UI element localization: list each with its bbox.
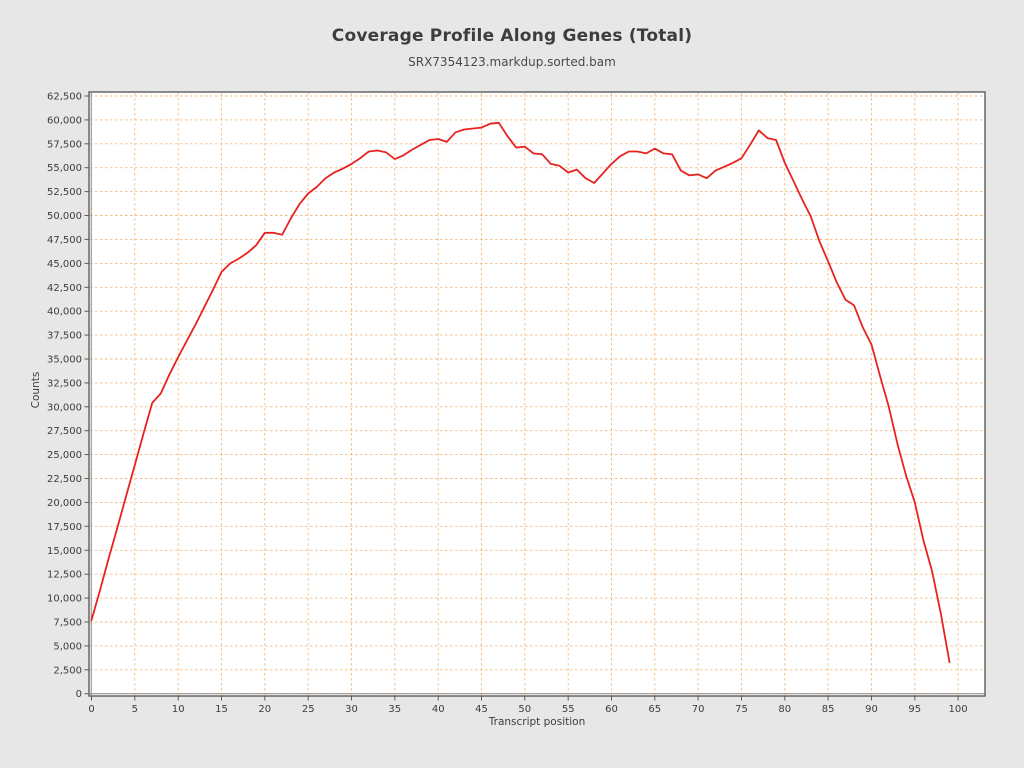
chart-subtitle: SRX7354123.markdup.sorted.bam: [408, 55, 616, 69]
x-tick-label: 80: [778, 704, 791, 715]
chart-title: Coverage Profile Along Genes (Total): [331, 26, 693, 46]
y-tick-label: 20,000: [47, 498, 82, 509]
x-tick-label: 30: [345, 704, 358, 715]
y-tick-label: 62,500: [47, 92, 82, 103]
y-tick-label: 47,500: [47, 235, 82, 246]
x-tick-label: 70: [692, 704, 705, 715]
y-tick-label: 50,000: [47, 211, 82, 222]
y-tick-label: 12,500: [47, 570, 82, 581]
y-tick-label: 5,000: [53, 641, 82, 652]
y-tick-label: 57,500: [47, 139, 82, 150]
y-tick-label: 55,000: [47, 163, 82, 174]
y-tick-label: 42,500: [47, 283, 82, 294]
y-tick-label: 2,500: [53, 665, 82, 676]
y-tick-label: 52,500: [47, 187, 82, 198]
x-tick-label: 50: [518, 704, 531, 715]
y-tick-label: 45,000: [47, 259, 82, 270]
x-tick-label: 20: [258, 704, 271, 715]
x-tick-label: 5: [132, 704, 138, 715]
y-tick-label: 10,000: [47, 594, 82, 605]
y-tick-label: 27,500: [47, 426, 82, 437]
x-tick-label: 60: [605, 704, 618, 715]
x-tick-label: 15: [215, 704, 228, 715]
plot-area: [89, 92, 985, 696]
y-axis-label: Counts: [30, 371, 42, 409]
x-axis-label: Transcript position: [488, 716, 586, 728]
x-tick-label: 100: [949, 704, 968, 715]
y-tick-label: 40,000: [47, 307, 82, 318]
x-tick-label: 40: [432, 704, 445, 715]
plot-outline: [88, 91, 986, 697]
x-tick-label: 65: [648, 704, 661, 715]
y-tick-label: 30,000: [47, 402, 82, 413]
y-tick-label: 0: [76, 689, 82, 700]
x-tick-label: 25: [302, 704, 315, 715]
x-tick-label: 85: [822, 704, 835, 715]
y-tick-label: 35,000: [47, 355, 82, 366]
x-tick-label: 90: [865, 704, 878, 715]
x-tick-label: 35: [388, 704, 401, 715]
x-tick-label: 95: [908, 704, 921, 715]
y-tick-label: 22,500: [47, 474, 82, 485]
y-tick-label: 32,500: [47, 378, 82, 389]
y-tick-label: 25,000: [47, 450, 82, 461]
y-tick-label: 37,500: [47, 331, 82, 342]
x-tick-label: 55: [562, 704, 575, 715]
x-tick-label: 45: [475, 704, 488, 715]
y-tick-label: 17,500: [47, 522, 82, 533]
x-tick-label: 10: [172, 704, 185, 715]
x-tick-label: 0: [88, 704, 94, 715]
coverage-line: [90, 121, 951, 663]
y-tick-label: 60,000: [47, 115, 82, 126]
y-tick-label: 15,000: [47, 546, 82, 557]
y-tick-label: 7,500: [53, 618, 82, 629]
x-tick-label: 75: [735, 704, 748, 715]
